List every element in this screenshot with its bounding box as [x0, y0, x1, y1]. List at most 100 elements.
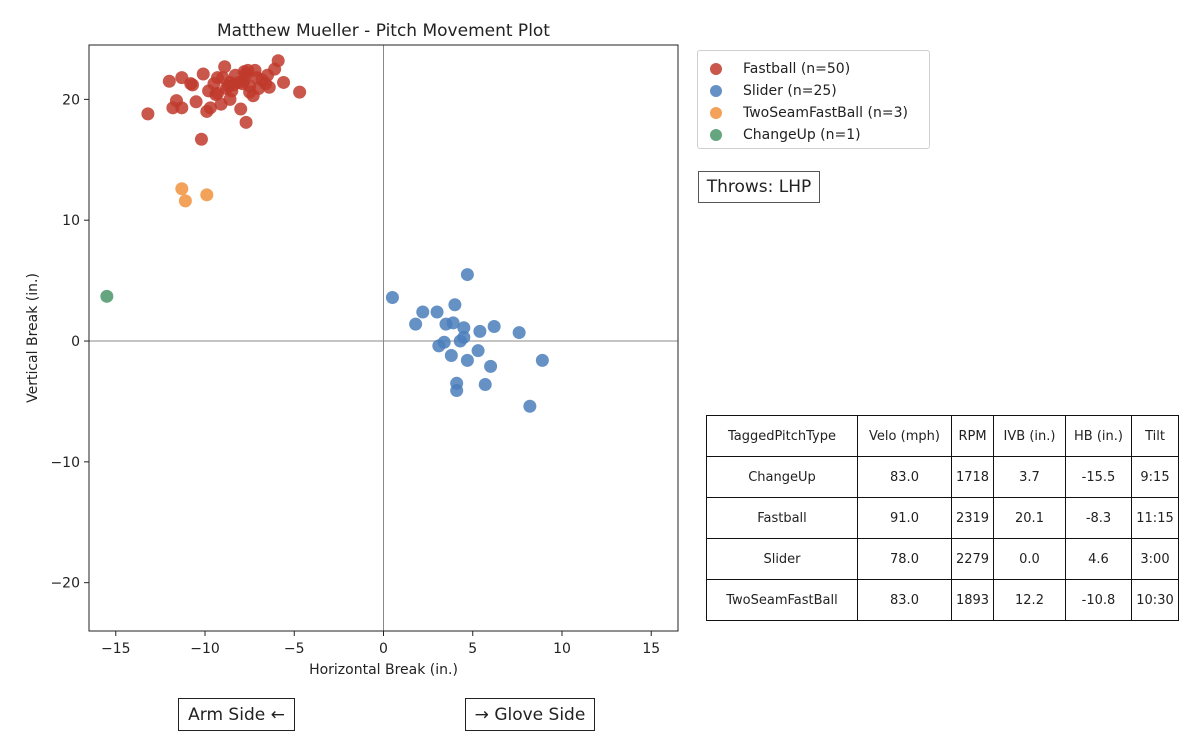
fastball-point: [218, 60, 232, 74]
fastball-point: [239, 115, 253, 129]
fastball-point: [209, 88, 223, 102]
twoseamfastball-point: [175, 182, 189, 196]
table-cell: 2319: [951, 497, 994, 539]
arm-side-label: Arm Side ←: [178, 698, 295, 731]
chart-legend: Fastball (n=50) Slider (n=25) TwoSeamFas…: [697, 50, 930, 149]
table-cell: -15.5: [1065, 456, 1132, 498]
table-cell: 11:15: [1131, 497, 1179, 539]
x-tick-label: −5: [284, 641, 305, 657]
fastball-point: [162, 74, 176, 88]
legend-item-twoseam: TwoSeamFastBall (n=3): [710, 103, 908, 123]
changeup-point: [100, 289, 114, 303]
table-cell: 20.1: [993, 497, 1066, 539]
table-cell: 12.2: [993, 579, 1066, 621]
twoseam-marker: [710, 107, 722, 119]
y-tick-label: 20: [62, 92, 80, 108]
x-axis-label: Horizontal Break (in.): [309, 662, 458, 678]
fastball-point: [196, 67, 210, 81]
fastball-point: [293, 85, 307, 99]
x-tick-label: 5: [468, 641, 477, 657]
legend-label-slider: Slider (n=25): [743, 83, 837, 99]
fastball-point: [194, 132, 208, 146]
y-tick-label: −20: [50, 576, 80, 592]
table-cell: Fastball: [706, 497, 858, 539]
slider-point: [484, 359, 498, 373]
table-row: ChangeUp 83.0 1718 3.7 -15.5 9:15: [706, 456, 1179, 498]
slider-point: [430, 305, 444, 319]
fastball-point: [271, 54, 285, 68]
slider-point: [416, 305, 430, 319]
table-cell: 2279: [951, 538, 994, 580]
table-header-cell: TaggedPitchType: [706, 415, 858, 457]
table-cell: 4.6: [1065, 538, 1132, 580]
legend-item-slider: Slider (n=25): [710, 81, 837, 101]
slider-point: [385, 291, 399, 305]
twoseamfastball-point: [200, 188, 214, 202]
table-cell: 83.0: [857, 579, 952, 621]
slider-point: [512, 326, 526, 340]
slider-point: [450, 384, 464, 398]
y-axis-label: Vertical Break (in.): [25, 273, 41, 403]
slider-point: [460, 268, 474, 282]
table-header-cell: Velo (mph): [857, 415, 952, 457]
table-header-cell: Tilt: [1131, 415, 1179, 457]
twoseamfastball-point: [178, 194, 192, 208]
legend-label-twoseam: TwoSeamFastBall (n=3): [743, 105, 908, 121]
table-cell: 1893: [951, 579, 994, 621]
table-header-cell: HB (in.): [1065, 415, 1132, 457]
y-tick-label: 10: [62, 213, 80, 229]
table-header-cell: RPM: [951, 415, 994, 457]
slider-point: [446, 316, 460, 330]
slider-point: [437, 335, 451, 349]
slider-point: [471, 344, 485, 358]
x-tick-label: 10: [553, 641, 571, 657]
table-cell: TwoSeamFastBall: [706, 579, 858, 621]
table-cell: 78.0: [857, 538, 952, 580]
table-cell: -10.8: [1065, 579, 1132, 621]
glove-side-label: → Glove Side: [465, 698, 595, 731]
table-cell: 3.7: [993, 456, 1066, 498]
chart-title: Matthew Mueller - Pitch Movement Plot: [217, 21, 550, 41]
legend-label-changeup: ChangeUp (n=1): [743, 127, 861, 143]
legend-item-changeup: ChangeUp (n=1): [710, 125, 861, 145]
x-tick-label: −15: [101, 641, 131, 657]
slider-point: [478, 378, 492, 392]
slider-point: [409, 317, 423, 331]
table-cell: ChangeUp: [706, 456, 858, 498]
x-tick-label: 0: [379, 641, 388, 657]
fastball-point: [262, 80, 276, 94]
x-tick-label: 15: [642, 641, 660, 657]
table-cell: 10:30: [1131, 579, 1179, 621]
table-cell: 0.0: [993, 538, 1066, 580]
changeup-marker: [710, 129, 722, 141]
legend-item-fastball: Fastball (n=50): [710, 59, 850, 79]
fastball-point: [175, 101, 189, 115]
slider-point: [535, 353, 549, 367]
slider-point: [448, 298, 462, 312]
x-tick-label: −10: [190, 641, 220, 657]
fastball-point: [141, 107, 155, 121]
table-cell: 3:00: [1131, 538, 1179, 580]
fastball-point: [277, 75, 291, 89]
table-cell: 83.0: [857, 456, 952, 498]
table-cell: 91.0: [857, 497, 952, 539]
table-cell: 1718: [951, 456, 994, 498]
slider-marker: [710, 85, 722, 97]
slider-point: [473, 324, 487, 338]
legend-label-fastball: Fastball (n=50): [743, 61, 851, 77]
fastball-marker: [710, 63, 722, 75]
table-cell: -8.3: [1065, 497, 1132, 539]
slider-point: [444, 349, 458, 363]
slider-point: [457, 321, 471, 335]
table-row: Slider 78.0 2279 0.0 4.6 3:00: [706, 538, 1179, 580]
throws-label: Throws: LHP: [698, 171, 820, 203]
table-header-row: TaggedPitchType Velo (mph) RPM IVB (in.)…: [706, 415, 1179, 457]
table-row: Fastball 91.0 2319 20.1 -8.3 11:15: [706, 497, 1179, 539]
fastball-point: [189, 95, 203, 109]
fastball-point: [234, 102, 248, 116]
table-row: TwoSeamFastBall 83.0 1893 12.2 -10.8 10:…: [706, 579, 1179, 621]
y-tick-label: −10: [50, 455, 80, 471]
pitch-summary-table: TaggedPitchType Velo (mph) RPM IVB (in.)…: [706, 415, 1179, 621]
slider-point: [523, 399, 537, 413]
